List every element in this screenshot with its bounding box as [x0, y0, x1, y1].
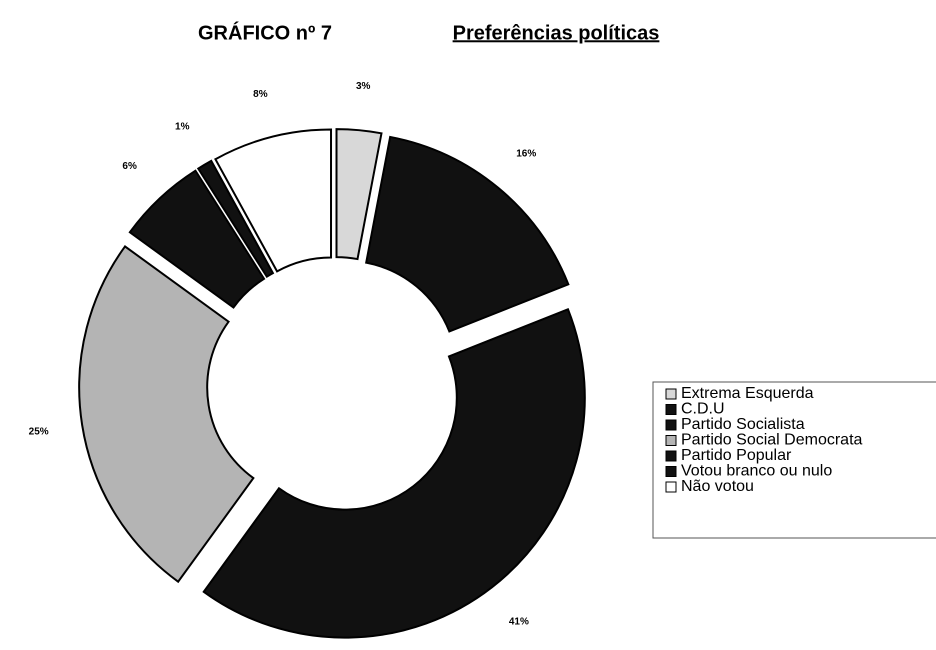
chart-subtitle: Preferências políticas: [453, 22, 660, 44]
data-label: 3%: [356, 81, 371, 92]
legend-swatch: [665, 419, 677, 431]
donut-segment: [214, 128, 333, 273]
data-label: 1%: [175, 121, 190, 132]
legend-label: Extrema Esquerda: [681, 385, 814, 402]
donut-segment: [78, 245, 255, 584]
data-label: 41%: [509, 617, 529, 628]
data-label: 25%: [29, 427, 49, 438]
donut-segment: [196, 159, 275, 279]
legend-label: C.D.U: [681, 401, 725, 418]
donut-segment: [365, 135, 570, 333]
legend-box: [652, 381, 936, 539]
legend-swatch: [665, 388, 677, 400]
legend-label: Votou branco ou nulo: [681, 463, 832, 480]
data-label: 16%: [516, 148, 536, 159]
legend-swatch: [665, 404, 677, 415]
legend-swatch: [665, 450, 677, 462]
donut-segment: [202, 307, 586, 639]
data-label: 6%: [122, 161, 137, 172]
legend-swatch: [665, 481, 677, 493]
legend-label: Não votou: [681, 478, 754, 495]
chart-title: GRÁFICO nº 7: [198, 21, 332, 44]
donut-segment: [335, 128, 383, 261]
legend-label: Partido Popular: [681, 447, 792, 464]
legend-swatch: [665, 435, 677, 446]
legend-label: Partido Socialista: [681, 416, 805, 433]
legend-label: Partido Social Democrata: [681, 432, 863, 449]
legend-swatch: [665, 466, 677, 477]
data-label: 8%: [253, 89, 268, 100]
donut-segment: [128, 169, 266, 309]
